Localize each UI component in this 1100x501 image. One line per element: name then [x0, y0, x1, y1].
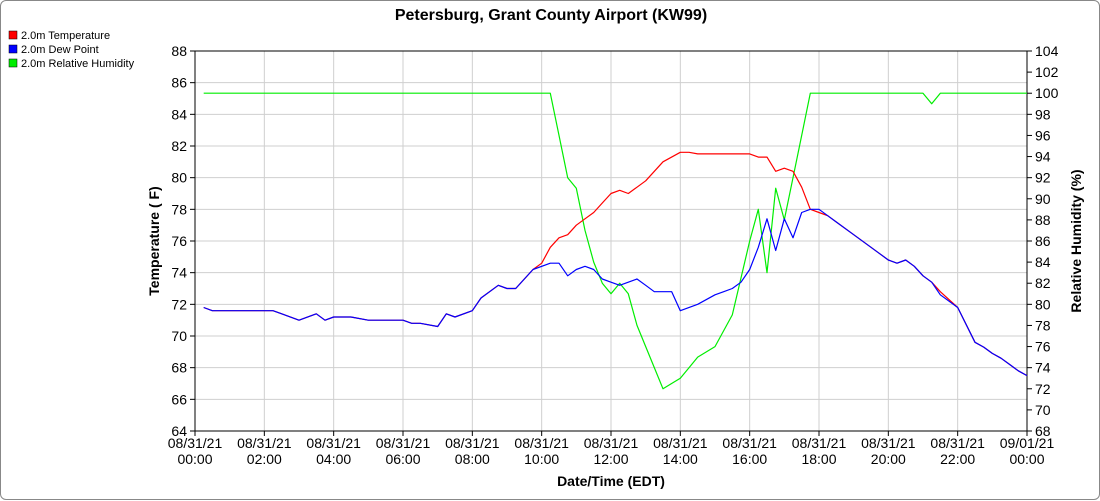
x-tick-time: 04:00 [316, 451, 351, 467]
left-tick-label: 74 [171, 265, 187, 281]
x-tick-time: 10:00 [524, 451, 559, 467]
right-tick-label: 80 [1035, 296, 1051, 312]
x-tick-time: 08:00 [455, 451, 490, 467]
x-tick-date: 08/31/21 [930, 435, 985, 451]
left-axis-ticks: 64 66 68 70 72 74 76 78 80 82 84 86 88 [171, 43, 195, 439]
x-tick-date: 08/31/21 [445, 435, 500, 451]
x-tick-date: 08/31/21 [514, 435, 569, 451]
legend-swatch [8, 30, 18, 40]
x-tick-date: 08/31/21 [306, 435, 361, 451]
x-tick-time: 22:00 [940, 451, 975, 467]
y-axis-title: Temperature ( F) [146, 186, 162, 295]
right-tick-label: 102 [1035, 64, 1059, 80]
left-tick-label: 68 [171, 360, 187, 376]
right-tick-label: 104 [1035, 43, 1059, 59]
right-tick-label: 92 [1035, 170, 1051, 186]
right-tick-label: 96 [1035, 127, 1051, 143]
left-tick-label: 70 [171, 328, 187, 344]
x-tick-date: 08/31/21 [237, 435, 292, 451]
right-tick-label: 76 [1035, 339, 1051, 355]
x-tick-time: 00:00 [1009, 451, 1044, 467]
legend-label: 2.0m Dew Point [21, 44, 99, 56]
left-tick-label: 64 [171, 423, 187, 439]
x-tick-date: 09/01/21 [1000, 435, 1055, 451]
left-tick-label: 88 [171, 43, 187, 59]
left-tick-label: 86 [171, 75, 187, 91]
legend-label: 2.0m Temperature [21, 30, 110, 42]
left-tick-label: 78 [171, 201, 187, 217]
x-tick-date: 08/31/21 [861, 435, 916, 451]
left-tick-label: 66 [171, 391, 187, 407]
right-tick-label: 74 [1035, 360, 1051, 376]
legend: 2.0m Temperature 2.0m Dew Point 2.0m Relat… [8, 30, 135, 70]
right-tick-label: 86 [1035, 233, 1051, 249]
right-axis-ticks: 68 70 72 74 76 78 80 82 84 86 88 90 92 94 96 98 100 102 10… [1027, 43, 1059, 439]
legend-label: 2.0m Relative Humidity [21, 58, 135, 70]
x-tick-date: 08/31/21 [792, 435, 847, 451]
x-tick-time: 20:00 [871, 451, 906, 467]
x-tick-date: 08/31/21 [653, 435, 708, 451]
left-tick-label: 80 [171, 170, 187, 186]
series-line-2-0m-dew-point [203, 208, 1028, 377]
x-tick-time: 02:00 [247, 451, 282, 467]
x-tick-time: 00:00 [177, 451, 212, 467]
chart-title: Petersburg, Grant County Airport (KW99) [395, 7, 707, 24]
series-line-2-0m-relative-humidity [203, 92, 1027, 390]
series-line-2-0m-temperature [203, 151, 1028, 377]
legend-swatch [8, 44, 18, 54]
right-tick-label: 90 [1035, 191, 1051, 207]
right-tick-label: 88 [1035, 212, 1051, 228]
x-tick-date: 08/31/21 [168, 435, 223, 451]
x-axis-ticks: 08/31/2100:0008/31/2102:0008/31/2104:000… [168, 431, 1055, 467]
x-tick-date: 08/31/21 [722, 435, 777, 451]
left-tick-label: 72 [171, 296, 187, 312]
right-tick-label: 84 [1035, 254, 1051, 270]
series-layer [203, 92, 1028, 390]
right-tick-label: 100 [1035, 85, 1059, 101]
right-tick-label: 70 [1035, 402, 1051, 418]
x-tick-time: 14:00 [663, 451, 698, 467]
right-tick-label: 78 [1035, 317, 1051, 333]
right-tick-label: 68 [1035, 423, 1051, 439]
left-tick-label: 82 [171, 138, 187, 154]
x-tick-time: 16:00 [732, 451, 767, 467]
grid-lines [194, 50, 1028, 432]
x-tick-date: 08/31/21 [376, 435, 431, 451]
x-tick-time: 12:00 [593, 451, 628, 467]
left-tick-label: 76 [171, 233, 187, 249]
y2-axis-title: Relative Humidity (%) [1068, 169, 1084, 312]
x-tick-time: 18:00 [801, 451, 836, 467]
x-axis-title: Date/Time (EDT) [557, 473, 665, 489]
left-tick-label: 84 [171, 106, 187, 122]
x-tick-time: 06:00 [385, 451, 420, 467]
right-tick-label: 72 [1035, 381, 1051, 397]
right-tick-label: 82 [1035, 275, 1051, 291]
right-tick-label: 94 [1035, 149, 1051, 165]
legend-swatch [8, 58, 18, 68]
x-tick-date: 08/31/21 [584, 435, 639, 451]
right-tick-label: 98 [1035, 106, 1051, 122]
